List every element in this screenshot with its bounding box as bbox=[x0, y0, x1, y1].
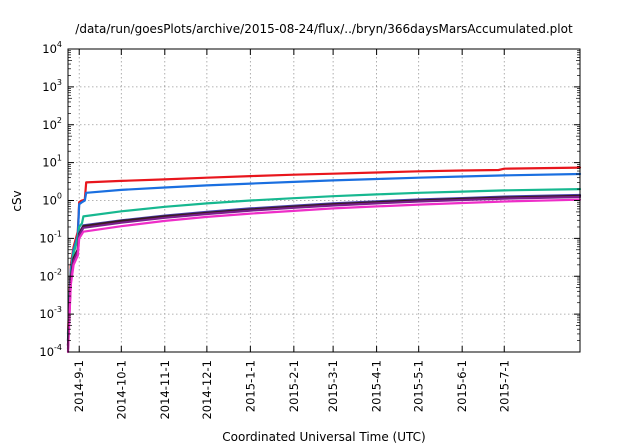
x-tick-label: 2014-12-1 bbox=[200, 360, 214, 420]
series-lines bbox=[66, 166, 582, 354]
x-axis-ticks: 2014-9-1 2014-10-1 2014-11-1 2014-12-1 2015-… bbox=[72, 49, 511, 420]
y-axis-ticks: 10-4 10-3 10-2 10-1 100 101 102 103 104 bbox=[39, 40, 580, 359]
x-tick-label: 2015-4-1 bbox=[370, 360, 384, 412]
x-axis-label: Coordinated Universal Time (UTC) bbox=[222, 430, 425, 444]
y-tick-label: 100 bbox=[42, 192, 62, 208]
series-line-1 bbox=[66, 166, 582, 335]
x-tick-label: 2015-6-1 bbox=[455, 360, 469, 412]
series-line-3 bbox=[66, 188, 582, 342]
y-axis-label: cSv bbox=[10, 190, 24, 211]
x-tick-label: 2014-9-1 bbox=[72, 360, 86, 412]
x-tick-label: 2015-2-1 bbox=[287, 360, 301, 412]
series-line-5 bbox=[66, 194, 582, 347]
x-tick-label: 2015-1-1 bbox=[243, 360, 257, 412]
x-tick-label: 2014-10-1 bbox=[114, 360, 128, 420]
x-tick-label: 2014-11-1 bbox=[158, 360, 172, 420]
y-tick-label: 10-1 bbox=[39, 229, 62, 245]
y-tick-label: 103 bbox=[42, 78, 62, 94]
y-tick-label: 104 bbox=[42, 40, 62, 56]
chart-title: /data/run/goesPlots/archive/2015-08-24/f… bbox=[75, 22, 573, 36]
series-line-6 bbox=[66, 195, 582, 351]
y-tick-label: 101 bbox=[42, 154, 62, 170]
x-tick-label: 2015-5-1 bbox=[412, 360, 426, 412]
y-tick-label: 10-3 bbox=[39, 305, 62, 321]
y-tick-label: 10-4 bbox=[39, 343, 62, 359]
y-tick-label: 10-2 bbox=[39, 267, 62, 283]
y-tick-label: 102 bbox=[42, 116, 62, 132]
x-tick-label: 2015-3-1 bbox=[326, 360, 340, 412]
x-tick-label: 2015-7-1 bbox=[497, 360, 511, 412]
grid bbox=[68, 49, 580, 352]
series-line-7 bbox=[66, 198, 582, 354]
